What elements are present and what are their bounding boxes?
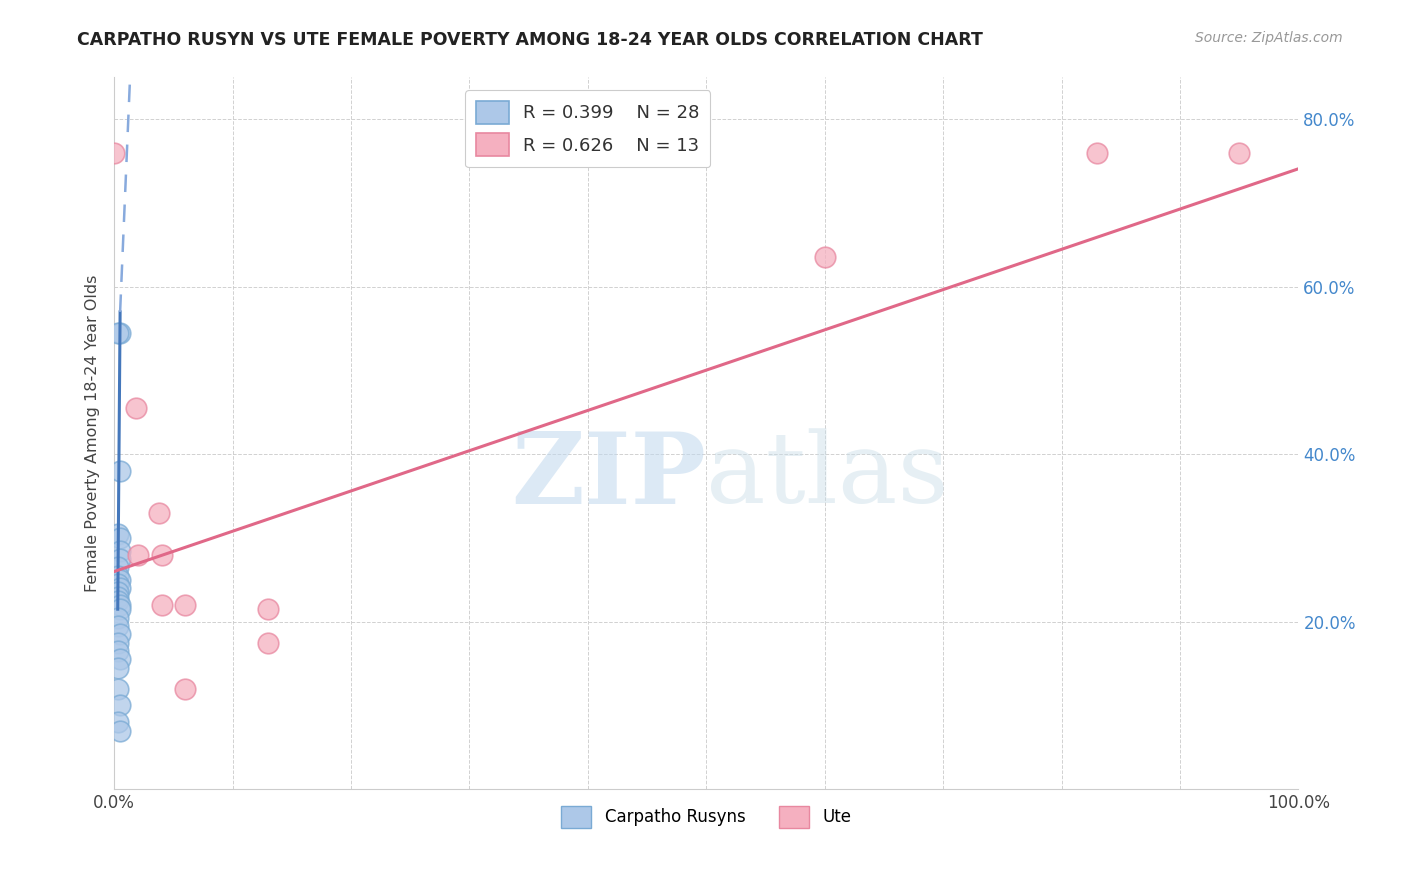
Text: atlas: atlas (706, 428, 949, 524)
Legend: Carpatho Rusyns, Ute: Carpatho Rusyns, Ute (555, 799, 858, 834)
Point (107, 619, 129, 633)
Point (107, 577, 129, 591)
Point (107, 585, 129, 599)
Point (107, 568, 129, 582)
Point (107, 594, 129, 608)
Point (257, 602, 280, 616)
Text: CARPATHO RUSYN VS UTE FEMALE POVERTY AMONG 18-24 YEAR OLDS CORRELATION CHART: CARPATHO RUSYN VS UTE FEMALE POVERTY AMO… (77, 31, 983, 49)
Y-axis label: Female Poverty Among 18-24 Year Olds: Female Poverty Among 18-24 Year Olds (86, 275, 100, 592)
Point (174, 598, 197, 612)
Point (107, 610, 129, 624)
Point (107, 681, 129, 696)
Point (1227, 145, 1250, 160)
Point (107, 715, 129, 730)
Point (150, 548, 173, 562)
Point (1085, 145, 1108, 160)
Point (257, 635, 280, 649)
Point (108, 552, 131, 566)
Point (108, 326, 131, 340)
Point (124, 401, 146, 416)
Point (107, 661, 129, 675)
Point (148, 506, 170, 520)
Point (174, 681, 197, 696)
Point (108, 698, 131, 713)
Point (107, 526, 129, 541)
Text: ZIP: ZIP (512, 427, 706, 524)
Point (150, 598, 173, 612)
Point (127, 548, 149, 562)
Point (107, 590, 129, 604)
Point (108, 652, 131, 666)
Point (107, 560, 129, 574)
Point (108, 543, 131, 558)
Text: Source: ZipAtlas.com: Source: ZipAtlas.com (1195, 31, 1343, 45)
Point (108, 723, 131, 738)
Point (103, 145, 125, 160)
Point (107, 326, 129, 340)
Point (108, 464, 131, 478)
Point (108, 602, 131, 616)
Point (108, 573, 131, 587)
Point (108, 627, 131, 641)
Point (814, 251, 837, 265)
Point (108, 581, 131, 595)
Point (107, 644, 129, 658)
Point (108, 531, 131, 545)
Point (107, 635, 129, 649)
Point (108, 598, 131, 612)
